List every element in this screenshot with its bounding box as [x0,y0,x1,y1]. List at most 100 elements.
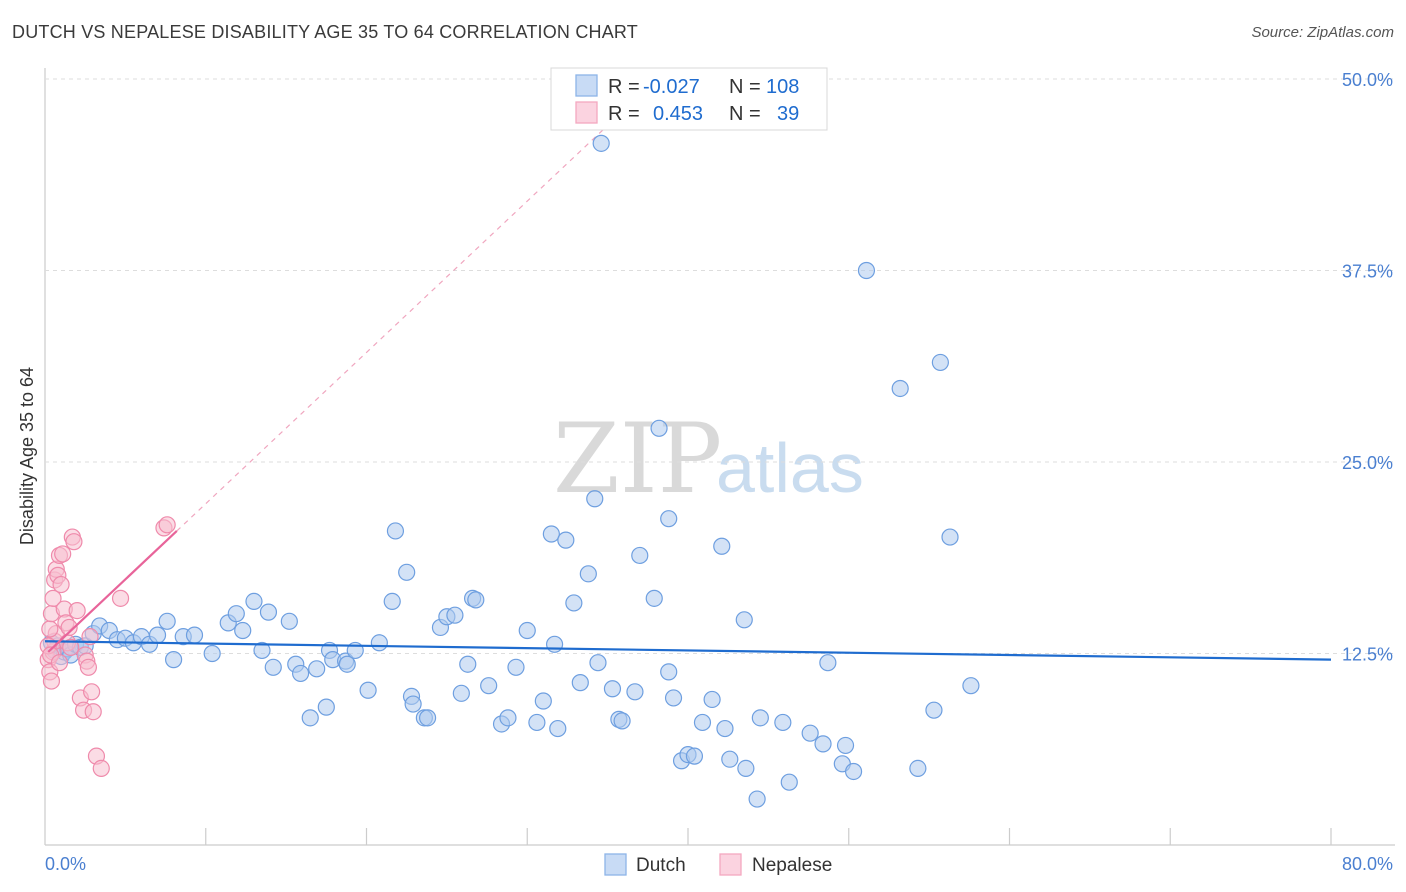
dutch-point [650,419,668,437]
nepalese-point [62,638,80,656]
dutch-point [480,677,498,695]
dutch-point [685,747,704,765]
series-legend: Dutch Nepalese [604,853,832,876]
dutch-point [748,790,766,808]
dutch-point [751,709,769,727]
dutch-point [660,663,678,681]
legend-n-value-nepalese: 39 [777,103,799,125]
dutch-point [774,713,792,732]
dutch-point [941,528,959,546]
legend-n-label-nepalese: N = [729,103,761,125]
dutch-point [203,644,221,663]
nepalese-trend-line [47,530,178,653]
bottom-legend-swatch-nepalese [719,853,742,876]
nepalese-point [42,672,61,690]
legend-swatch-dutch [575,74,598,97]
dutch-point [571,674,589,692]
dutch-point [836,736,855,755]
dutch-point [467,591,485,609]
dutch-point [280,612,298,630]
dutch-point [317,698,335,716]
dutch-point [626,683,644,701]
trend-lines [44,530,1332,661]
nepalese-point [81,628,99,646]
nepalese-point [60,618,78,637]
dutch-point [586,490,604,508]
nepalese-points [39,516,176,778]
dutch-point [735,611,753,629]
dutch-point [452,684,470,702]
dutch-point [165,651,183,669]
dutch-point [589,654,607,672]
legend-r-label-nepalese: R = [608,103,640,125]
nepalese-point [83,683,101,701]
dutch-point [631,546,649,565]
dutch-point [545,635,564,653]
bottom-legend-label-nepalese: Nepalese [752,855,832,876]
dutch-point [148,626,167,644]
dutch-point [549,719,567,738]
dutch-point [301,709,319,727]
dutch-point [819,654,837,672]
dutch-point [245,592,263,611]
nepalese-point [92,759,110,778]
nepalese-point [84,703,102,721]
dutch-point [534,692,552,710]
dutch-point [528,713,546,732]
dutch-point [713,537,731,555]
dutch-point [931,353,949,372]
dutch-point [814,735,832,753]
dutch-point [645,589,663,607]
dutch-point [613,712,631,730]
y-tick-label: 50.0% [1342,70,1393,90]
nepalese-point [52,575,70,594]
nepalese-point [111,589,130,607]
legend-r-value-nepalese: 0.453 [653,103,703,125]
watermark: ZIP atlas [553,403,864,515]
dutch-point [660,510,678,528]
nepalese-point [54,545,72,563]
dutch-point [557,531,575,549]
dutch-point [703,690,721,709]
dutch-point [780,773,798,791]
dutch-point [721,750,739,768]
dutch-point [185,626,204,644]
bottom-legend-label-dutch: Dutch [636,855,686,876]
y-tick-label: 37.5% [1342,262,1393,282]
dutch-point [227,605,245,623]
legend-r-label-dutch: R = [608,76,640,98]
dutch-point [962,677,980,695]
dutch-point [603,680,622,698]
dutch-point [737,759,755,778]
nepalese-point [68,602,86,620]
dutch-point [308,660,326,678]
correlation-legend: R = -0.027 N = 108 R = 0.453 N = 39 [550,67,828,131]
dutch-point [264,658,282,676]
dutch-point [579,565,597,583]
dutch-point [418,709,437,727]
dutch-point [844,762,863,781]
source-label: Source: ZipAtlas.com [1251,24,1394,41]
x-tick-label-max: 80.0% [1342,854,1393,874]
bottom-legend-swatch-dutch [604,853,627,876]
legend-n-label-dutch: N = [729,76,761,98]
dutch-point [359,681,377,699]
legend-r-value-dutch: -0.027 [643,76,700,98]
y-tick-label: 12.5% [1342,645,1393,665]
dutch-point [404,695,422,713]
dutch-point [542,525,560,543]
y-tick-labels: 12.5% 25.0% 37.5% 50.0% [1342,70,1393,665]
dutch-point [891,379,909,398]
dutch-point [507,658,525,676]
dutch-point [383,592,401,611]
dutch-point [291,664,310,683]
nepalese-point [79,658,98,676]
chart-title: DUTCH VS NEPALESE DISABILITY AGE 35 TO 6… [12,22,638,42]
dutch-point [857,261,876,280]
nepalese-point [158,516,176,534]
nepalese-point [44,589,62,607]
dutch-point [370,634,388,652]
dutch-point [518,621,536,640]
dutch-point [909,759,927,778]
